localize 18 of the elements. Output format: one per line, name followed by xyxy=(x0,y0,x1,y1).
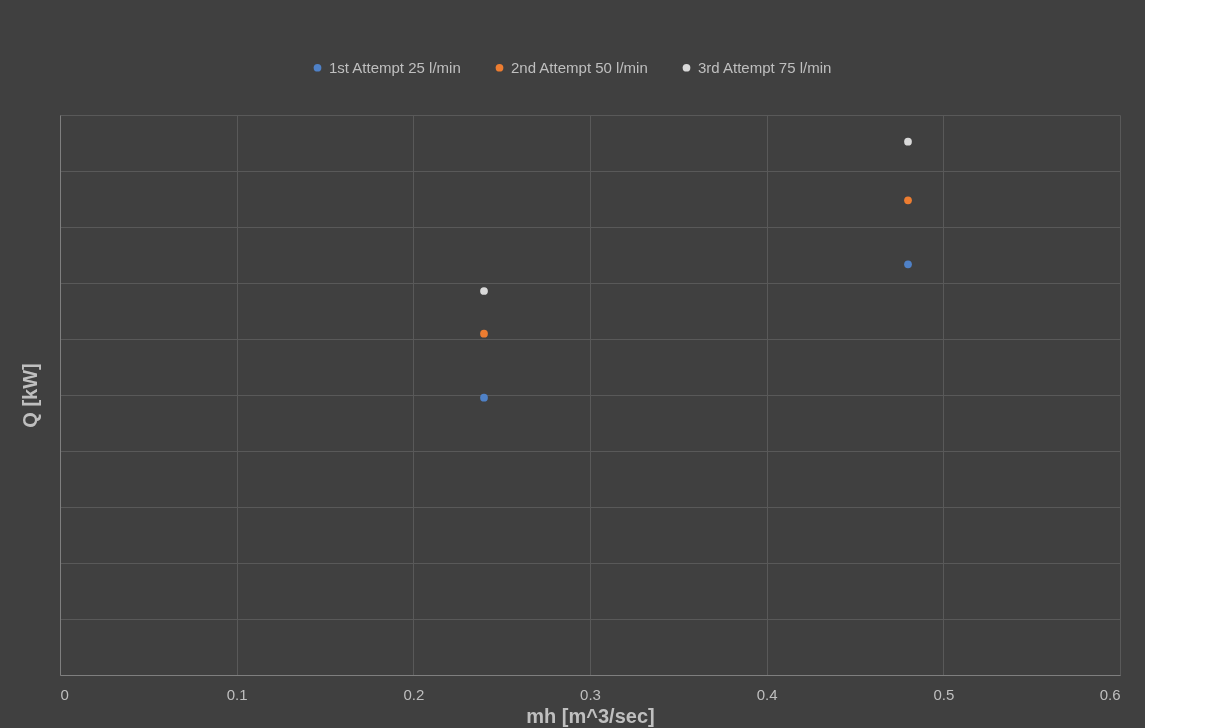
point xyxy=(480,393,488,402)
x-axis-title: mh [m^3/sec] xyxy=(526,704,655,727)
legend-label: 1st Attempt 25 l/min xyxy=(329,58,461,76)
point xyxy=(904,260,912,269)
point xyxy=(480,329,488,338)
x-tick-label: 0 xyxy=(60,685,69,703)
x-tick-label: 0.3 xyxy=(580,685,601,703)
x-tick-label: 0.2 xyxy=(403,685,425,703)
point xyxy=(904,137,912,146)
x-tick-label: 0.5 xyxy=(933,685,955,703)
point xyxy=(480,287,488,295)
point xyxy=(904,196,912,205)
x-tick-label: 0.6 xyxy=(1099,685,1121,703)
legend-label: 3rd Attempt 75 l/min xyxy=(698,58,832,76)
legend-label: 2nd Attempt 50 l/min xyxy=(511,58,648,76)
y-axis-title: Q [kW] xyxy=(18,363,41,428)
x-tick-label: 0.1 xyxy=(226,685,248,703)
x-tick-label: 0.4 xyxy=(756,685,778,703)
